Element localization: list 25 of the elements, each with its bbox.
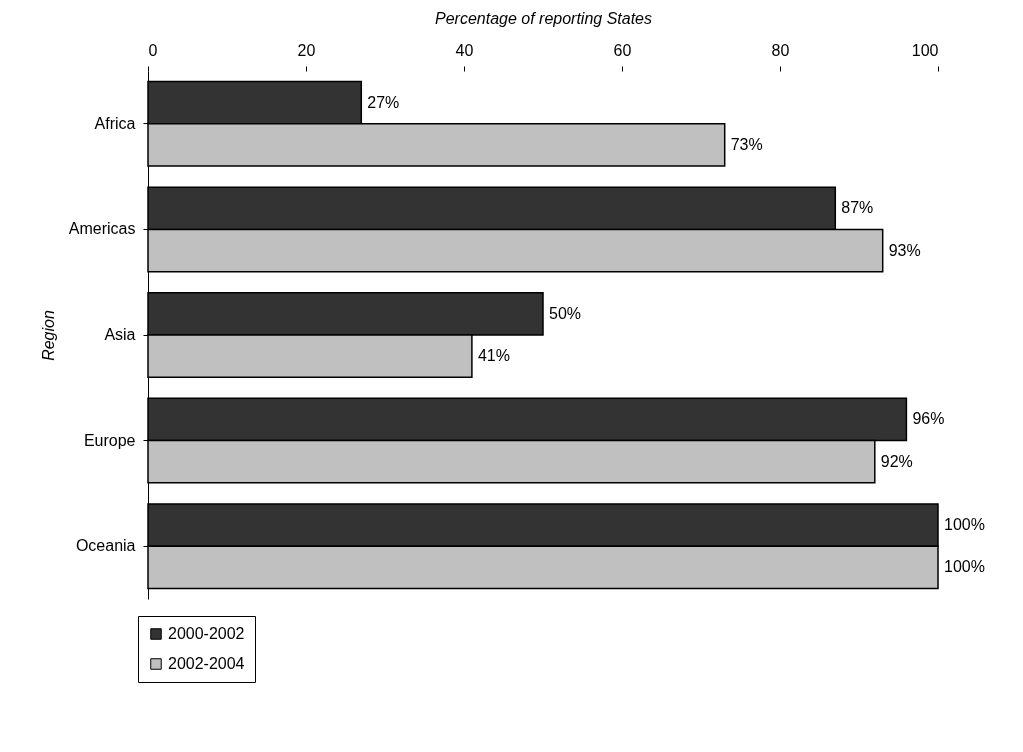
data-label: 100% [944,558,985,576]
y-tick-label: Asia [104,326,136,343]
x-tick-label: 100 [911,41,939,59]
y-axis-title: Region [39,310,57,361]
y-tick-label: Oceania [75,537,136,555]
data-label: 87% [841,199,874,217]
x-tick-label: 60 [613,41,632,59]
y-tick-label: Americas [68,220,136,238]
data-label: 100% [944,516,985,534]
x-tick-label: 40 [455,41,474,59]
x-axis-title: Percentage of reporting States [434,9,653,27]
y-tick-label: Africa [94,114,136,132]
data-label: 27% [367,93,400,111]
x-tick-label: 0 [148,41,158,59]
data-label: 73% [730,135,763,153]
x-tick-label: 80 [771,41,790,59]
data-label: 92% [880,452,913,470]
y-tick-label: Europe [83,431,136,449]
legend-label: 2002-2004 [168,655,245,672]
data-label: 50% [549,304,582,322]
data-label: 93% [888,241,921,259]
x-tick-label: 20 [297,41,316,59]
data-label: 41% [477,347,510,365]
data-label: 96% [912,410,945,428]
legend-label: 2000-2002 [168,625,245,642]
